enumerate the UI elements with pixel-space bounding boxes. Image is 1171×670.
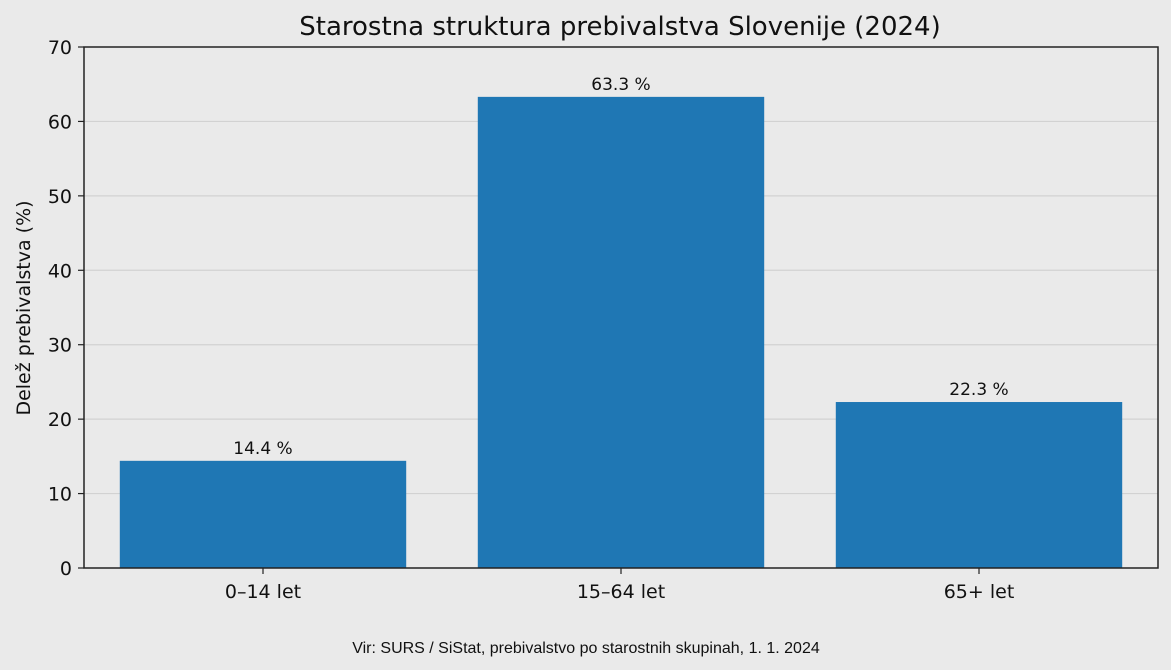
x-tick-label: 65+ let xyxy=(944,581,1015,603)
y-tick-label: 10 xyxy=(48,484,72,506)
y-tick-label: 30 xyxy=(48,335,72,357)
y-tick-label: 20 xyxy=(48,409,72,431)
bar-2 xyxy=(477,96,765,569)
y-tick-label: 50 xyxy=(48,186,72,208)
y-axis-ticks: 0 10 20 30 40 50 60 70 xyxy=(48,37,84,580)
y-tick-label: 40 xyxy=(48,260,72,282)
y-axis-label: Delež prebivalstva (%) xyxy=(13,200,35,415)
bar-value-labels: 14.4 % 63.3 % 22.3 % xyxy=(233,75,1008,459)
bar-value-label: 14.4 % xyxy=(233,439,292,459)
chart-title: Starostna struktura prebivalstva Sloveni… xyxy=(299,12,940,42)
y-tick-label: 60 xyxy=(48,111,72,133)
bars xyxy=(119,96,1123,569)
y-tick-label: 0 xyxy=(60,558,72,580)
x-tick-label: 0–14 let xyxy=(225,581,301,603)
bar-value-label: 63.3 % xyxy=(591,75,650,95)
bar-3 xyxy=(835,402,1123,568)
plot-frame xyxy=(83,46,1159,569)
x-tick-label: 15–64 let xyxy=(577,581,665,603)
source-note: Vir: SURS / SiStat, prebivalstvo po star… xyxy=(352,640,820,657)
x-axis-ticks: 0–14 let 15–64 let 65+ let xyxy=(225,568,1014,603)
bar-1 xyxy=(119,460,407,568)
bar-value-label: 22.3 % xyxy=(949,380,1008,400)
y-tick-label: 70 xyxy=(48,37,72,59)
